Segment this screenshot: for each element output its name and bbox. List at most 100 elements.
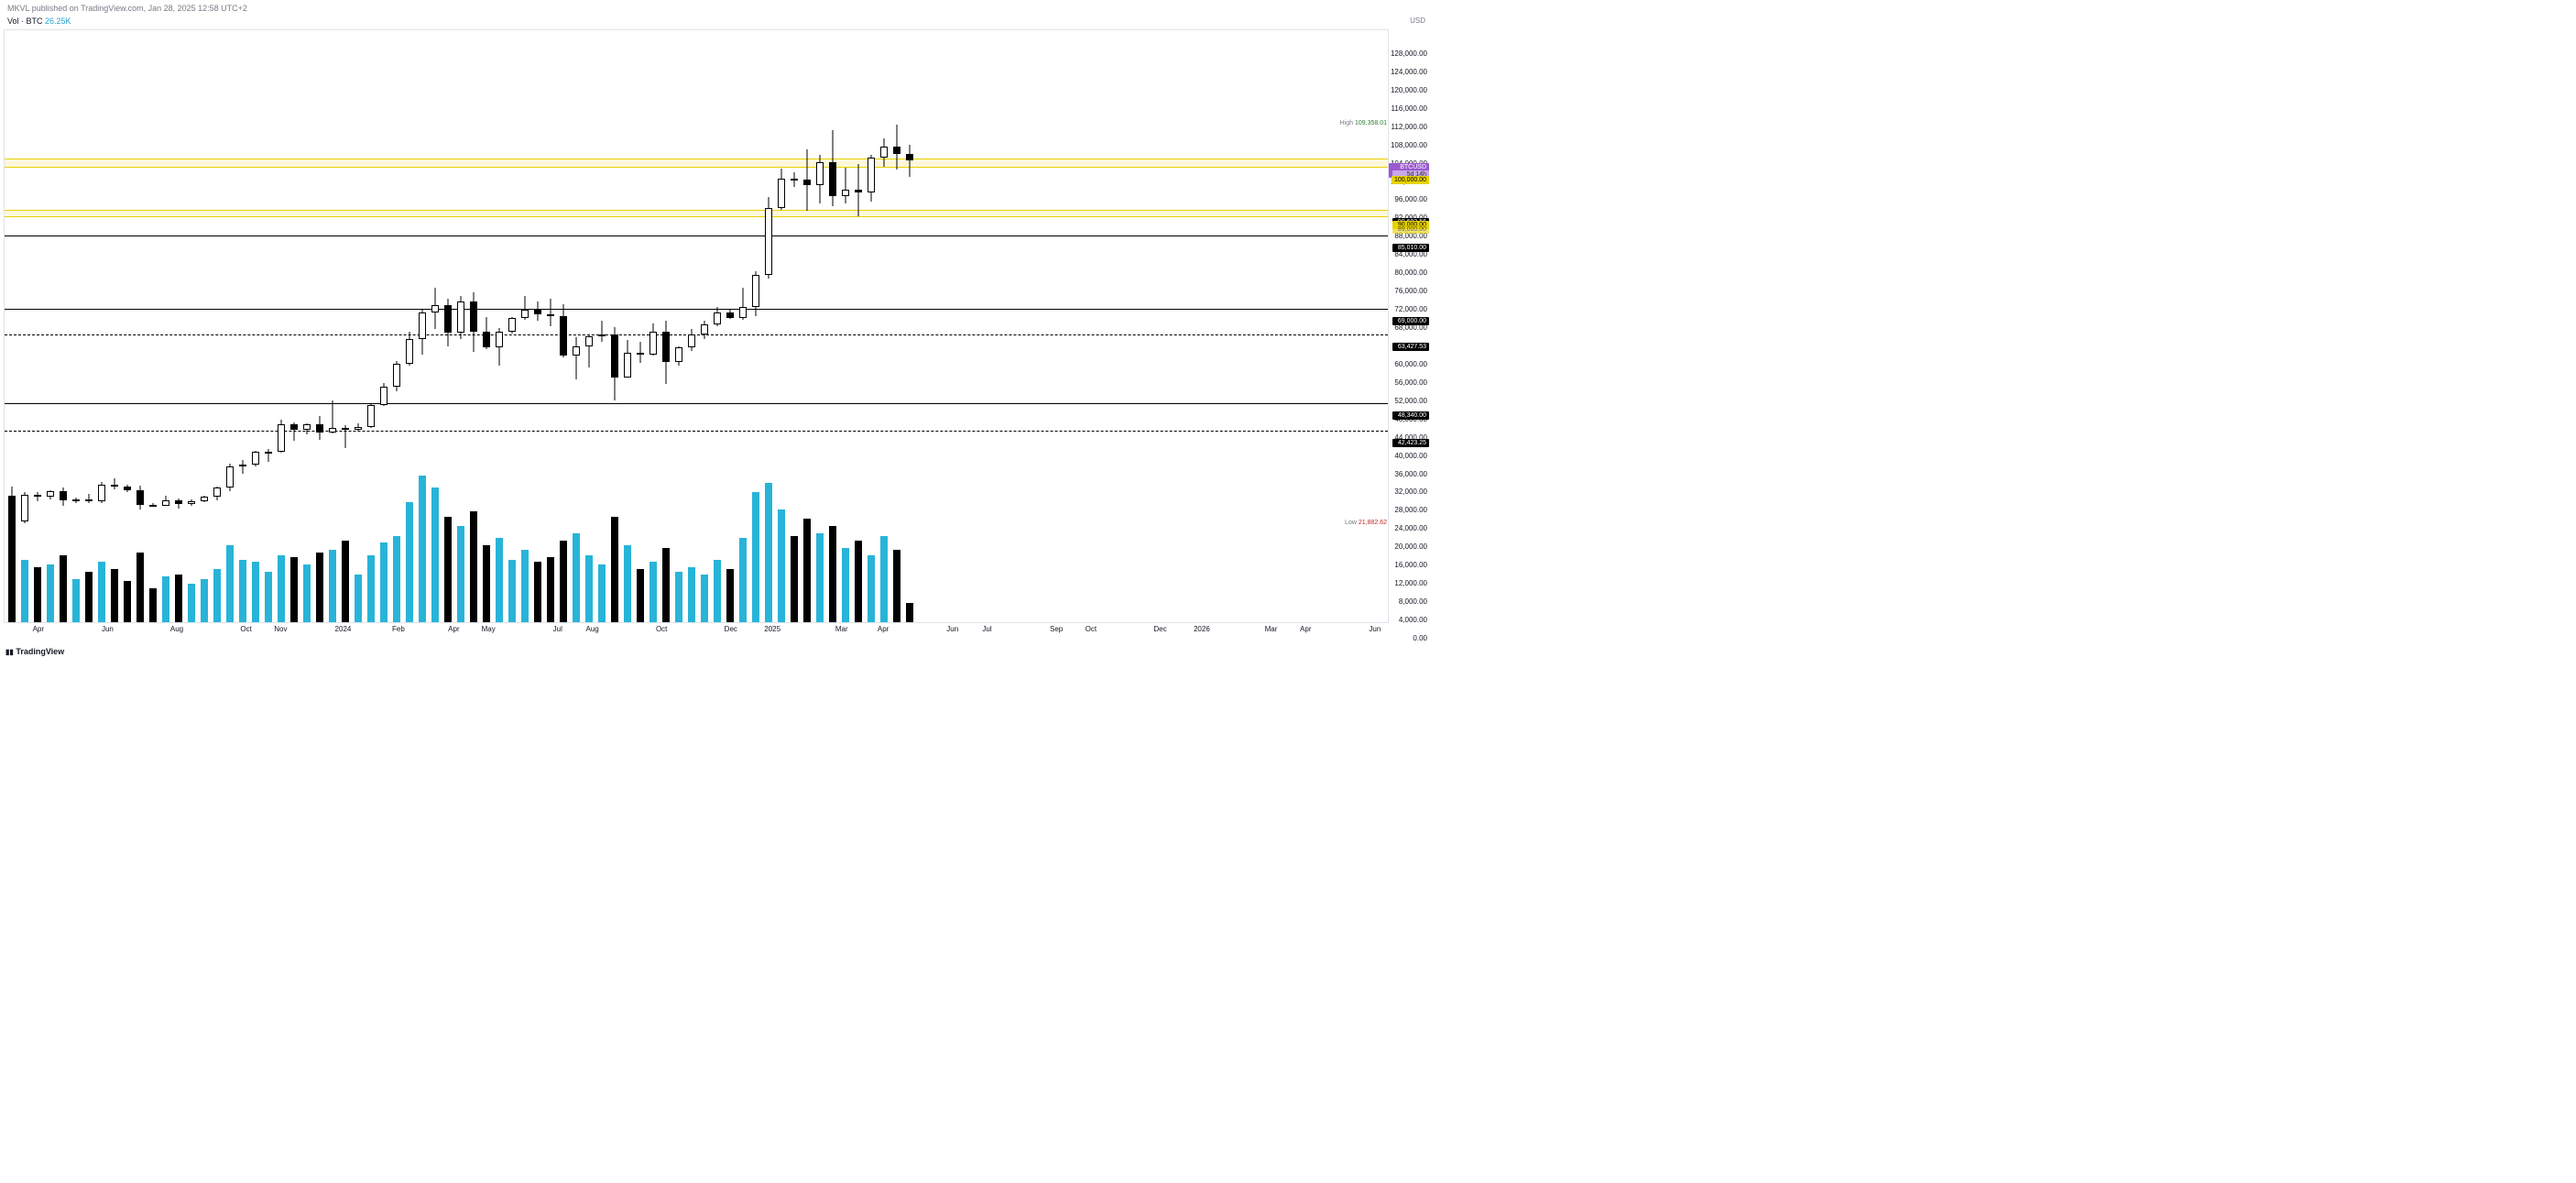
volume-bar[interactable] — [21, 560, 28, 622]
volume-bar[interactable] — [906, 603, 913, 622]
x-tick: Jul — [553, 625, 562, 633]
volume-bar[interactable] — [688, 567, 695, 622]
y-tick: 96,000.00 — [1389, 195, 1427, 203]
volume-bar[interactable] — [85, 572, 93, 622]
volume-bar[interactable] — [34, 567, 41, 622]
volume-bar[interactable] — [496, 538, 503, 622]
volume-bar[interactable] — [624, 545, 631, 622]
volume-bar[interactable] — [8, 517, 16, 622]
volume-bar[interactable] — [521, 550, 529, 622]
volume-bar[interactable] — [701, 575, 708, 622]
volume-bar[interactable] — [637, 569, 644, 622]
volume-bar[interactable] — [598, 564, 606, 622]
y-tick: 116,000.00 — [1389, 104, 1427, 113]
y-tick: 16,000.00 — [1389, 561, 1427, 569]
price-tag[interactable]: 63,427.53 — [1392, 343, 1429, 351]
volume-bar[interactable] — [585, 555, 593, 622]
x-tick: 2024 — [335, 625, 352, 633]
volume-bar[interactable] — [213, 569, 221, 622]
volume-bar[interactable] — [714, 560, 721, 622]
horizontal-line[interactable] — [5, 403, 1388, 404]
volume-bar[interactable] — [893, 550, 901, 622]
volume-bar[interactable] — [188, 584, 195, 622]
volume-bar[interactable] — [547, 557, 554, 622]
volume-bar[interactable] — [316, 553, 323, 622]
volume-bar[interactable] — [342, 541, 349, 622]
volume-bar[interactable] — [380, 542, 387, 622]
volume-bar[interactable] — [573, 533, 580, 622]
volume-bar[interactable] — [393, 536, 400, 622]
volume-bar[interactable] — [265, 572, 272, 622]
volume-bar[interactable] — [162, 576, 169, 622]
volume-bar[interactable] — [816, 533, 824, 622]
horizontal-line[interactable] — [5, 334, 1388, 335]
low-label: Low 21,882.62 — [1345, 520, 1387, 526]
volume-bar[interactable] — [675, 572, 682, 622]
volume-bar[interactable] — [457, 526, 464, 622]
volume-bar[interactable] — [149, 588, 157, 622]
volume-bar[interactable] — [444, 517, 452, 622]
volume-bar[interactable] — [791, 536, 798, 622]
volume-bar[interactable] — [560, 541, 567, 622]
publish-meta: published on TradingView.com, Jan 28, 20… — [32, 4, 247, 13]
volume-bar[interactable] — [829, 526, 836, 622]
volume-bar[interactable] — [649, 562, 657, 622]
volume-bar[interactable] — [842, 548, 849, 622]
volume-bar[interactable] — [175, 575, 182, 622]
price-tag[interactable]: 48,340.00 — [1392, 411, 1429, 420]
volume-bar[interactable] — [803, 519, 811, 622]
volume-bar[interactable] — [508, 560, 516, 622]
volume-bar[interactable] — [226, 545, 234, 622]
volume-bar[interactable] — [406, 502, 413, 622]
volume-bar[interactable] — [611, 517, 618, 622]
volume-bar[interactable] — [534, 562, 541, 622]
x-axis[interactable]: AprJunAugOctNov2024FebAprMayJulAugOctDec… — [4, 625, 1389, 638]
volume-bar[interactable] — [290, 557, 298, 622]
price-chart[interactable] — [4, 29, 1389, 623]
volume-bar[interactable] — [303, 564, 311, 622]
y-tick: 36,000.00 — [1389, 470, 1427, 478]
price-tag[interactable]: 89,000.00 — [1392, 225, 1429, 234]
x-tick: Oct — [240, 625, 251, 633]
volume-bar[interactable] — [367, 555, 375, 622]
volume-bar[interactable] — [765, 483, 772, 622]
horizontal-line[interactable] — [5, 309, 1388, 310]
volume-bar[interactable] — [739, 538, 747, 622]
volume-bar[interactable] — [60, 555, 67, 622]
volume-bar[interactable] — [470, 511, 477, 622]
volume-bar[interactable] — [355, 575, 362, 622]
volume-bar[interactable] — [431, 487, 439, 622]
volume-bar[interactable] — [752, 492, 759, 622]
horizontal-line[interactable] — [5, 431, 1388, 432]
price-tag[interactable]: 85,010.00 — [1392, 244, 1429, 252]
chart-container: MKVL published on TradingView.com, Jan 2… — [0, 0, 1429, 660]
volume-bar[interactable] — [880, 536, 888, 622]
price-tag[interactable]: 100,000.00 — [1392, 176, 1429, 184]
brand-footer[interactable]: ▮▮ TradingView — [5, 647, 64, 656]
volume-bar[interactable] — [136, 553, 144, 622]
volume-bar[interactable] — [855, 541, 862, 622]
volume-bar[interactable] — [662, 548, 670, 622]
volume-bar[interactable] — [278, 555, 285, 622]
volume-bar[interactable] — [726, 569, 734, 622]
volume-bar[interactable] — [778, 509, 785, 622]
volume-bar[interactable] — [72, 579, 80, 622]
volume-bar[interactable] — [419, 476, 426, 622]
y-axis-unit: USD — [1410, 16, 1425, 25]
volume-bar[interactable] — [111, 569, 118, 622]
volume-bar[interactable] — [868, 555, 875, 622]
y-axis[interactable]: USD 128,000.00124,000.00120,000.00116,00… — [1389, 15, 1429, 623]
x-tick: Apr — [1300, 625, 1311, 633]
volume-bar[interactable] — [252, 562, 259, 622]
y-tick: 0.00 — [1389, 634, 1427, 642]
volume-indicator-label[interactable]: Vol · BTC 26.25K — [7, 16, 71, 26]
volume-bar[interactable] — [124, 581, 131, 622]
volume-bar[interactable] — [329, 550, 336, 622]
volume-bar[interactable] — [98, 562, 105, 622]
volume-bar[interactable] — [47, 564, 54, 622]
volume-bar[interactable] — [201, 579, 208, 622]
price-tag[interactable]: 42,423.25 — [1392, 439, 1429, 447]
volume-bar[interactable] — [483, 545, 490, 622]
volume-bar[interactable] — [239, 560, 246, 622]
price-tag[interactable]: 69,000.00 — [1392, 317, 1429, 325]
